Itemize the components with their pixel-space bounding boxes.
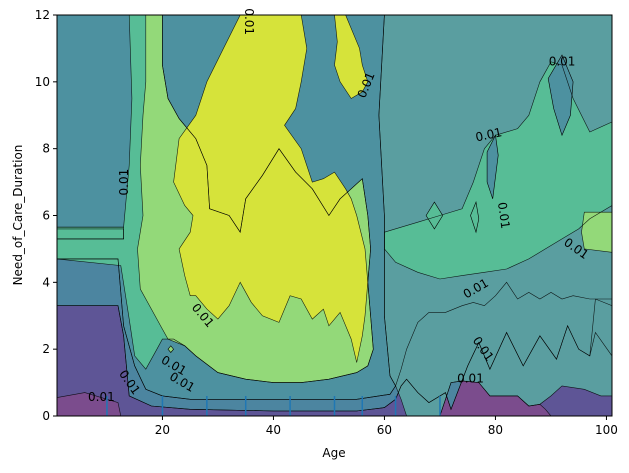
contour-line-6-1: [581, 211, 612, 253]
x-tick-label-1: 40: [266, 423, 281, 437]
contour-region-6-1: [581, 212, 612, 253]
contour-line-4-0: [378, 15, 612, 416]
contour-fill-layer: [57, 15, 612, 416]
contour-region-1-0: [57, 392, 121, 416]
contour-line-7-1: [334, 15, 369, 99]
contour-line-6-0: [137, 15, 374, 383]
rug-marks: [106, 396, 441, 416]
y-axis-label: Need_of_Care_Duration: [11, 145, 25, 286]
contour-island-0: [487, 135, 499, 199]
x-axis-ticks: 20 40 60 80 100: [155, 416, 618, 437]
y-tick-label-5: 10: [35, 75, 50, 89]
contour-line-layer: [57, 15, 612, 416]
contour-island-line-1: [547, 54, 574, 137]
y-axis-ticks: 0 2 4 6 8 10 12: [35, 8, 57, 423]
contour-line-1-0: [57, 392, 122, 416]
contour-label-2: 0.01: [549, 54, 576, 68]
contour-region-5-1: [384, 61, 612, 279]
y-tick-label-3: 6: [42, 209, 50, 223]
x-tick-label-2: 60: [377, 423, 392, 437]
x-tick-label-4: 100: [595, 423, 618, 437]
y-tick-label-0: 0: [42, 409, 50, 423]
contour-island-line-4: [167, 345, 174, 353]
contour-line-5-1: [384, 61, 612, 280]
contour-island-1: [548, 55, 574, 136]
contour-region-1-1: [439, 380, 551, 416]
contour-line-7-0: [173, 15, 369, 363]
contour-region-7-0: [173, 15, 368, 363]
contour-label-14: 0.01: [88, 390, 115, 404]
y-tick-label-4: 8: [42, 142, 50, 156]
contour-label-5: 0.01: [495, 201, 513, 229]
contour-label-3: 0.01: [474, 125, 503, 144]
contour-island-3: [470, 202, 479, 233]
x-tick-label-3: 80: [488, 423, 503, 437]
y-tick-label-2: 4: [42, 275, 50, 289]
y-tick-label-6: 12: [35, 8, 50, 22]
y-tick-label-1: 2: [42, 342, 50, 356]
contour-island-line-2: [425, 201, 444, 230]
x-tick-label-0: 20: [155, 423, 170, 437]
contour-label-4: 0.01: [117, 169, 131, 196]
x-axis-label: Age: [322, 446, 345, 460]
contour-label-0: 0.01: [242, 8, 256, 35]
contour-island-line-3: [470, 201, 480, 234]
contour-label-13: 0.01: [457, 372, 484, 386]
contour-island-line-0: [486, 134, 499, 199]
contour-region-7-1: [334, 15, 368, 99]
